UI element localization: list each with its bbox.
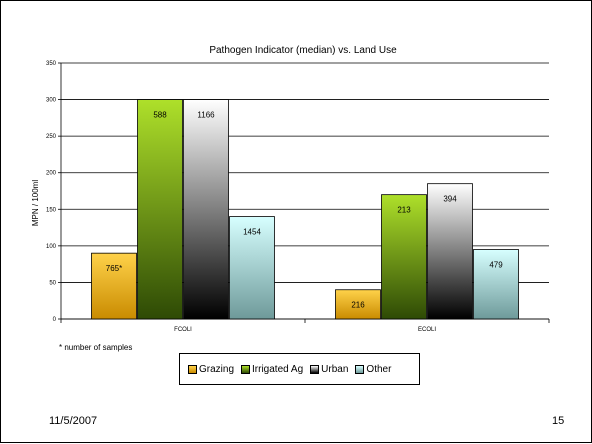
legend-swatch bbox=[310, 364, 320, 374]
legend-label: Other bbox=[366, 363, 392, 375]
bar-irrigated-ag-ecoli bbox=[381, 194, 427, 320]
legend-label: Irrigated Ag bbox=[252, 363, 304, 375]
legend-label: Urban bbox=[321, 363, 349, 375]
x-tick-label: ECOLI bbox=[418, 327, 436, 333]
chart-title: Pathogen Indicator (median) vs. Land Use bbox=[209, 45, 397, 56]
legend: Grazing Irrigated Ag Urban Other bbox=[179, 353, 420, 385]
data-label: 216 bbox=[351, 301, 365, 310]
legend-item-other: Other bbox=[355, 364, 391, 375]
data-label: 1166 bbox=[197, 111, 215, 120]
bar-other-ecoli bbox=[473, 249, 519, 320]
data-label: 479 bbox=[489, 261, 503, 270]
axis-ticks: 0 50 100 150 200 250 300 350 FCOLI ECOLI bbox=[46, 61, 436, 333]
x-tick-label: FCOLI bbox=[174, 327, 192, 333]
slide-number: 15 bbox=[552, 415, 565, 427]
legend-swatch bbox=[241, 364, 251, 374]
footnote: * number of samples bbox=[59, 343, 133, 352]
y-tick-label: 100 bbox=[46, 244, 57, 250]
slide-date: 11/5/2007 bbox=[49, 415, 98, 427]
legend-item-grazing: Grazing bbox=[188, 364, 234, 375]
bar-grazing-ecoli bbox=[335, 289, 381, 320]
data-label: 765* bbox=[106, 264, 122, 273]
bar-urban-fcoli bbox=[183, 99, 229, 320]
y-tick-label: 200 bbox=[46, 171, 57, 177]
bars: 765* 588 1166 1454 216 213 394 479 bbox=[91, 99, 519, 320]
legend-swatch bbox=[355, 364, 365, 374]
y-tick-label: 0 bbox=[53, 317, 57, 323]
legend-swatch bbox=[188, 364, 197, 374]
bar-grazing-fcoli bbox=[91, 252, 137, 320]
data-label: 213 bbox=[397, 206, 411, 215]
legend-item-irrigated-ag: Irrigated Ag bbox=[241, 364, 303, 375]
y-tick-label: 350 bbox=[46, 61, 57, 67]
bar-irrigated-ag-fcoli bbox=[137, 99, 183, 320]
bar-urban-ecoli bbox=[427, 183, 473, 320]
y-tick-label: 300 bbox=[46, 98, 57, 104]
y-tick-label: 250 bbox=[46, 134, 57, 140]
y-tick-label: 50 bbox=[49, 280, 56, 286]
y-axis-label: MPN / 100ml bbox=[31, 180, 40, 226]
y-tick-label: 150 bbox=[46, 207, 57, 213]
data-label: 1454 bbox=[243, 228, 261, 237]
legend-label: Grazing bbox=[199, 363, 235, 375]
bar-other-fcoli bbox=[229, 216, 275, 320]
data-label: 394 bbox=[443, 195, 457, 204]
legend-item-urban: Urban bbox=[310, 364, 348, 375]
data-label: 588 bbox=[153, 111, 167, 120]
